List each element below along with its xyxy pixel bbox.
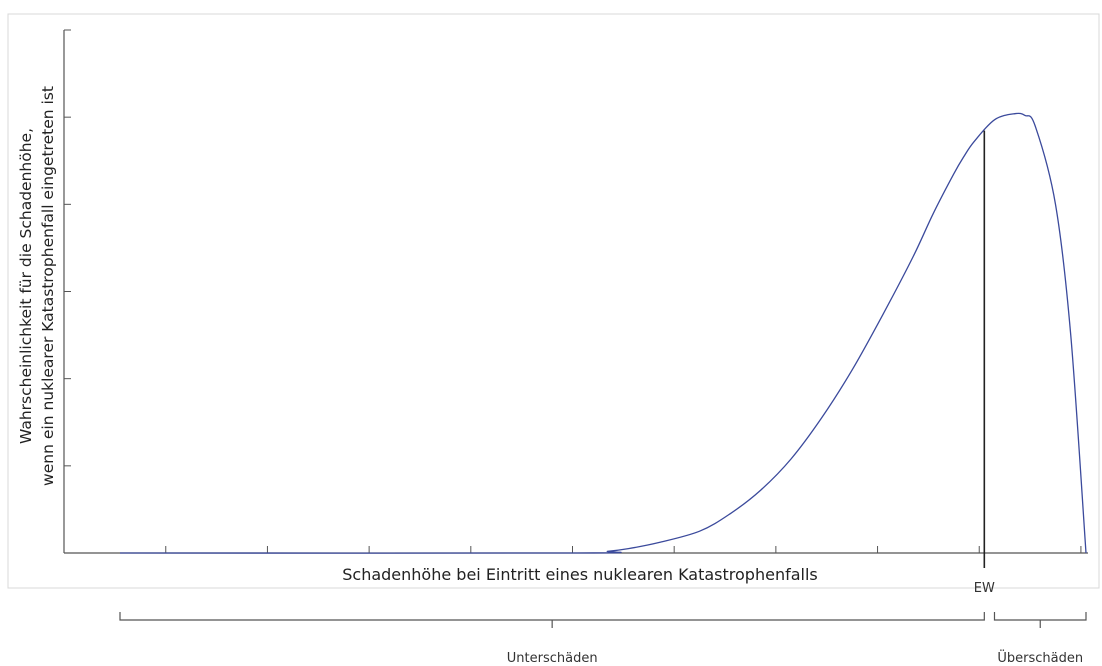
brace-ueberschaeden [994,612,1086,628]
region-label-ueberschaeden: Überschäden [997,649,1083,666]
y-axis-label-line-2: wenn ein nuklearer Katastrophenfall eing… [39,86,57,486]
y-axis-label-line-1: Wahrscheinlichkeit für die Schadenhöhe, [17,128,35,444]
region-label-unterschaeden: Unterschäden [507,651,598,666]
chart-frame [8,14,1099,588]
ew-label: EW [974,581,995,596]
x-axis-label: Schadenhöhe bei Eintritt eines nuklearen… [342,565,818,584]
brace-unterschaeden [120,612,984,628]
